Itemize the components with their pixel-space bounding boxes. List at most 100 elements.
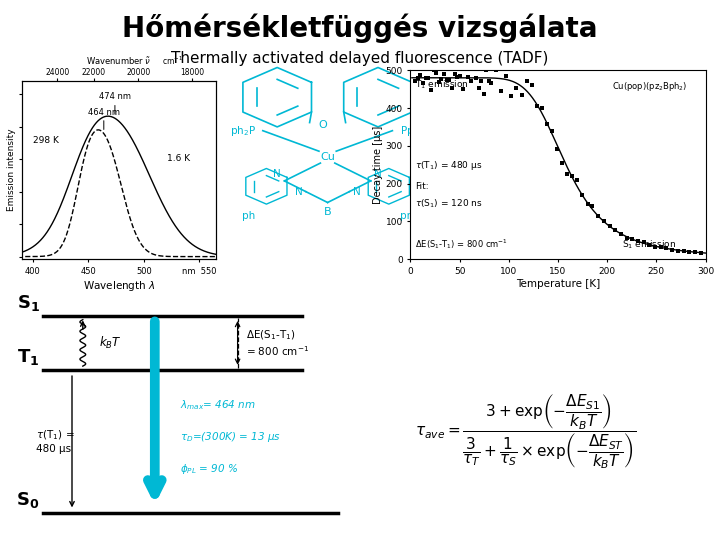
- Point: [415, 71, 426, 79]
- Text: N: N: [353, 187, 361, 197]
- Point: [428, 66, 439, 75]
- Point: [667, 245, 678, 254]
- X-axis label: Wavelength $\lambda$: Wavelength $\lambda$: [83, 279, 155, 293]
- Y-axis label: Decay time [µs]: Decay time [µs]: [373, 126, 383, 204]
- Text: $\lambda_{max}$= 464 nm: $\lambda_{max}$= 464 nm: [180, 397, 256, 411]
- Point: [423, 73, 434, 82]
- Point: [604, 221, 616, 230]
- X-axis label: Wavenumber $\tilde{\nu}$: Wavenumber $\tilde{\nu}$: [86, 56, 151, 67]
- Point: [485, 79, 497, 87]
- Point: [490, 66, 502, 75]
- Text: $\phi_{PL}$ = 90 %: $\phi_{PL}$ = 90 %: [180, 462, 238, 476]
- Point: [438, 70, 450, 78]
- Text: $\tau_D$=(300K) = 13 µs: $\tau_D$=(300K) = 13 µs: [180, 430, 281, 444]
- Text: $\Delta$E(S$_1$-T$_1$) = 800 cm$^{-1}$: $\Delta$E(S$_1$-T$_1$) = 800 cm$^{-1}$: [415, 238, 508, 251]
- Point: [510, 84, 522, 92]
- Text: ph: ph: [242, 211, 255, 221]
- Point: [672, 246, 684, 255]
- Text: $\tau_{ave} = \dfrac{3 + \exp\!\left(-\dfrac{\Delta E_{S1}}{k_B T}\right)}{\dfra: $\tau_{ave} = \dfrac{3 + \exp\!\left(-\d…: [415, 393, 636, 471]
- Point: [531, 102, 543, 111]
- Text: ph$_2$P: ph$_2$P: [230, 124, 256, 138]
- Text: 298 K: 298 K: [33, 137, 59, 145]
- Point: [615, 230, 626, 238]
- Text: B: B: [324, 207, 331, 217]
- Text: N: N: [374, 169, 382, 179]
- Point: [505, 91, 517, 100]
- Point: [655, 243, 667, 252]
- Point: [695, 248, 706, 257]
- Point: [638, 238, 649, 247]
- Point: [481, 66, 492, 75]
- Point: [661, 244, 672, 252]
- Point: [417, 79, 428, 88]
- Point: [683, 247, 695, 256]
- Point: [572, 176, 583, 185]
- Point: [557, 159, 568, 168]
- Point: [446, 84, 458, 93]
- Text: 464 nm: 464 nm: [88, 107, 120, 117]
- Point: [567, 172, 578, 180]
- Text: $\mathbf{S_1}$: $\mathbf{S_1}$: [17, 293, 40, 313]
- Text: $\mathbf{T_1}$: $\mathbf{T_1}$: [17, 347, 40, 367]
- Text: N: N: [273, 169, 281, 179]
- Point: [536, 104, 548, 112]
- Text: Pph$_2$: Pph$_2$: [400, 124, 425, 138]
- Point: [541, 120, 553, 129]
- Point: [526, 81, 537, 90]
- Point: [457, 85, 469, 93]
- Point: [632, 237, 644, 246]
- Text: Thermally activated delayed fluorescence (TADF): Thermally activated delayed fluorescence…: [171, 51, 549, 66]
- Point: [470, 74, 482, 83]
- Point: [431, 69, 442, 78]
- Point: [609, 226, 621, 235]
- Point: [473, 84, 485, 93]
- Point: [478, 90, 490, 99]
- Point: [587, 201, 598, 210]
- Text: pn: pn: [400, 211, 413, 221]
- Point: [444, 75, 455, 84]
- Point: [451, 72, 463, 81]
- Point: [483, 77, 495, 85]
- Point: [409, 77, 420, 85]
- Point: [678, 247, 689, 255]
- Text: S$_1$ emission: S$_1$ emission: [622, 239, 676, 251]
- Point: [420, 73, 431, 82]
- Text: Fit:: Fit:: [415, 183, 429, 191]
- X-axis label: Temperature [K]: Temperature [K]: [516, 279, 600, 288]
- Text: 474 nm: 474 nm: [99, 92, 131, 102]
- Point: [598, 217, 610, 226]
- Point: [425, 86, 436, 95]
- Text: Cu(pop)(pz$_2$Bph$_2$): Cu(pop)(pz$_2$Bph$_2$): [612, 79, 688, 93]
- Text: $\tau$(S$_1$) = 120 ns: $\tau$(S$_1$) = 120 ns: [415, 197, 483, 210]
- Text: 1.6 K: 1.6 K: [167, 154, 191, 163]
- Text: $k_B T$: $k_B T$: [99, 335, 122, 351]
- Text: Hőmérsékletfüggés vizsgálata: Hőmérsékletfüggés vizsgálata: [122, 14, 598, 43]
- Point: [562, 170, 573, 178]
- Point: [552, 144, 563, 153]
- Point: [436, 75, 447, 83]
- Text: N: N: [294, 187, 302, 197]
- Point: [577, 191, 588, 199]
- Text: $\mathbf{S_0}$: $\mathbf{S_0}$: [17, 490, 40, 510]
- Point: [465, 76, 477, 85]
- Point: [475, 76, 487, 85]
- Text: cm$^{-1}$: cm$^{-1}$: [161, 55, 183, 67]
- Point: [500, 71, 512, 80]
- Point: [621, 234, 632, 242]
- Text: $\tau$(T$_1$) = 480 µs: $\tau$(T$_1$) = 480 µs: [415, 159, 483, 172]
- Text: T$_1$ emission: T$_1$ emission: [415, 78, 469, 91]
- Point: [454, 71, 466, 80]
- Point: [582, 200, 593, 208]
- Point: [459, 62, 471, 70]
- Point: [407, 61, 418, 70]
- Point: [467, 59, 479, 68]
- Text: O: O: [318, 120, 327, 130]
- Y-axis label: Emission intensity: Emission intensity: [7, 129, 16, 212]
- Point: [433, 78, 444, 86]
- Point: [462, 72, 474, 81]
- Point: [649, 243, 661, 252]
- Text: $\tau$(T$_1$) =
480 µs: $\tau$(T$_1$) = 480 µs: [36, 429, 75, 454]
- Point: [644, 241, 655, 249]
- Point: [441, 76, 453, 84]
- Text: $\Delta$E(S$_1$-T$_1$)
= 800 cm$^{-1}$: $\Delta$E(S$_1$-T$_1$) = 800 cm$^{-1}$: [246, 328, 310, 358]
